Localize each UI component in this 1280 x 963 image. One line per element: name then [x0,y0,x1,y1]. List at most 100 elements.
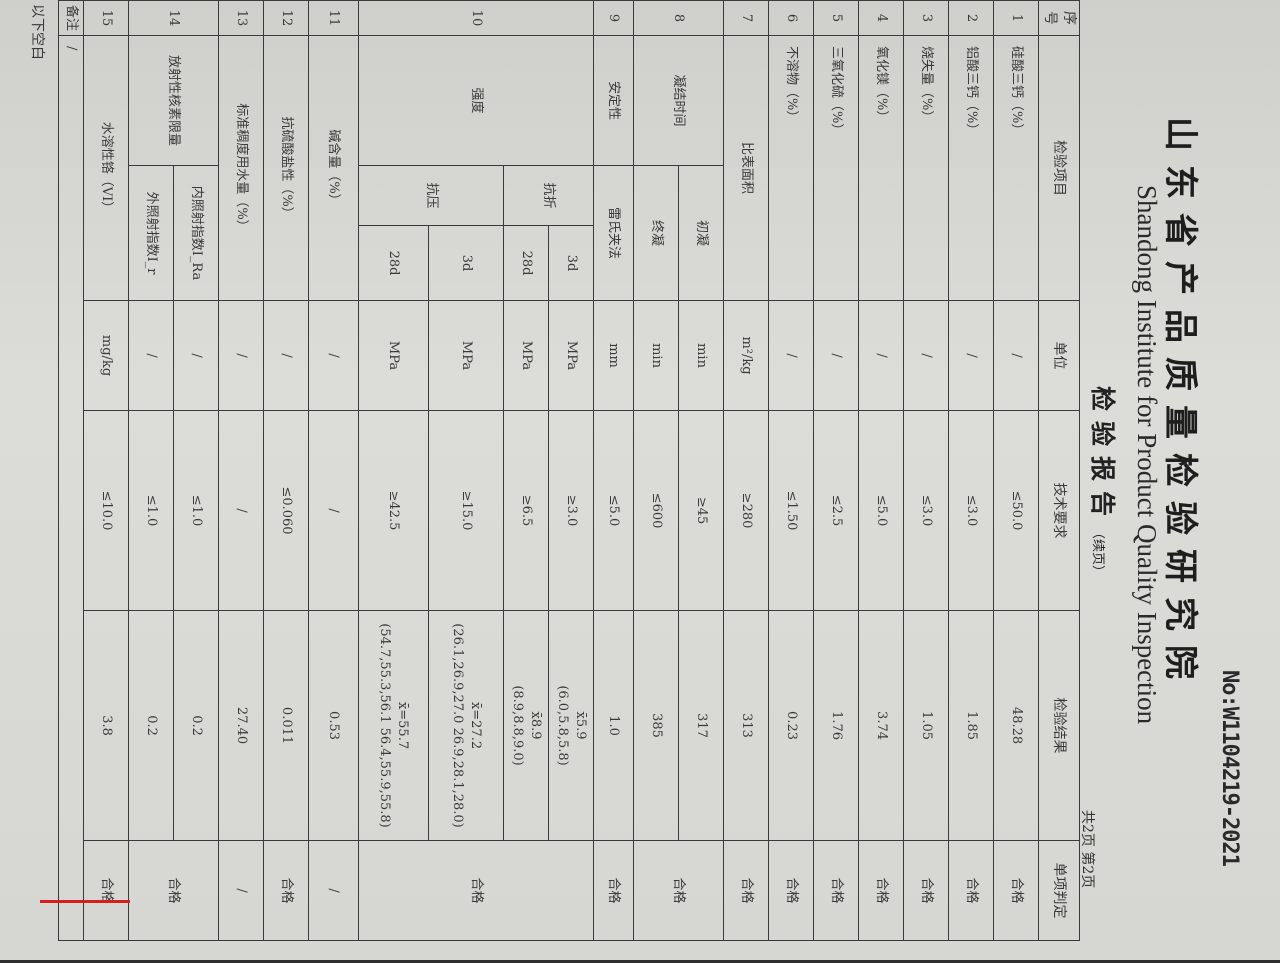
table-row: 4 氧化镁（%） / ≤5.0 3.74 合格 [858,0,904,941]
row-unit: / [903,300,949,411]
row-no: 4 [858,0,904,36]
row-unit: m²/kg [723,300,769,411]
table-row: 10 强度 抗折 3d MPa ≥3.0 x̄5.9 (6.0,5.8,5.8) 合格 [358,0,594,941]
row-result: 1.85 [948,610,994,841]
table-row: 12 抗硫酸盐性（%） / ≤0.060 0.011 合格 [263,0,309,941]
row-verdict: 合格 [903,840,949,941]
row-requirement: ≤1.0 [173,410,219,611]
row-result: x̄=55.7 (54.7,55.3,56.1 56.4,55.9,55.8) [358,610,429,841]
row-subitem: 内照射指数I_Ra [173,165,219,301]
table-row: 15 水溶性铬（VI） mg/kg ≤10.0 3.8 合格 [83,0,129,941]
row-unit: / [993,300,1039,411]
remark-value: / [58,35,84,941]
row-age: 28d [358,225,429,301]
row-verdict: / [308,840,359,941]
row-verdict: 合格 [723,840,769,941]
row-verdict: 合格 [633,840,724,941]
table-row: 7 比表面积 m²/kg ≥280 313 合格 [723,0,769,941]
row-no: 5 [813,0,859,36]
row-requirement: ≤50.0 [993,410,1039,611]
header-verdict: 单项判定 [1038,840,1080,941]
row-item: 水溶性铬（VI） [83,35,129,301]
row-result: 0.2 [128,610,174,841]
row-no: 10 [358,0,594,36]
row-result: x̄5.9 (6.0,5.8,5.8) [548,610,594,841]
row-result: 385 [633,610,679,841]
result-mean: x̄8.9 [527,711,543,740]
row-unit: MPa [428,300,504,411]
result-values: (54.7,55.3,56.1 56.4,55.9,55.8) [377,623,393,828]
row-unit: min [633,300,679,411]
table-row: 9 安定性 雷氏夹法 mm ≤5.0 1.0 合格 [593,0,634,941]
row-result: x̄8.9 (8.9,8.8,9.0) [503,610,549,841]
row-item: 标准稠度用水量（%） [218,35,264,301]
table-row: 3 烧失量（%） / ≤3.0 1.05 合格 [903,0,949,941]
row-requirement: ≤5.0 [593,410,634,611]
row-unit: / [218,300,264,411]
red-stamp-fragment [40,900,130,963]
row-requirement: ≤2.5 [813,410,859,611]
row-group: 抗压 [358,165,504,226]
row-requirement: ≥45 [678,410,724,611]
row-result: 1.0 [593,610,634,841]
row-requirement: ≤600 [633,410,679,611]
institute-title-en: Shandong Institute for Product Quality I… [1132,185,1162,725]
table-row: 2 铝酸三钙（%） / ≤3.0 1.85 合格 [948,0,994,941]
row-verdict: 合格 [813,840,859,941]
table-row: 1 硅酸三钙（%） / ≤50.0 48.28 合格 [993,0,1039,941]
row-verdict: 合格 [358,840,594,941]
row-age: 3d [428,225,504,301]
result-mean: x̄=55.7 [395,701,411,750]
row-result: 0.2 [173,610,219,841]
row-subitem: 初凝 [678,165,724,301]
continuation-label: （续页） [1090,526,1105,579]
row-unit: MPa [358,300,429,411]
row-item: 安定性 [593,35,634,166]
row-requirement: ≤1.50 [768,410,814,611]
inspection-results-table: 序号 检验项目 单位 技术要求 检验结果 单项判定 1 硅酸三钙（%） / ≤50.0… [58,0,1080,941]
row-requirement: ≤10.0 [83,410,129,611]
row-no: 14 [128,0,219,36]
row-verdict: / [218,840,264,941]
row-age: 3d [548,225,594,301]
row-requirement: ≥15.0 [428,410,504,611]
row-result: 1.05 [903,610,949,841]
header-unit: 单位 [1038,300,1080,411]
row-no: 3 [903,0,949,36]
remark-row: 备注 / [58,0,84,941]
row-unit: mm [593,300,634,411]
row-item: 强度 [358,35,594,166]
row-requirement: ≥3.0 [548,410,594,611]
row-unit: MPa [503,300,549,411]
row-no: 2 [948,0,994,36]
row-result: 317 [678,610,724,841]
row-unit: / [948,300,994,411]
table-row: 5 三氧化硫（%） / ≤2.5 1.76 合格 [813,0,859,941]
row-requirement: ≤5.0 [858,410,904,611]
row-no: 1 [993,0,1039,36]
row-unit: / [173,300,219,411]
header-requirement: 技术要求 [1038,410,1080,611]
row-item: 不溶物（%） [768,35,814,301]
row-item: 比表面积 [723,35,769,301]
row-verdict: 合格 [128,840,219,941]
row-item: 硅酸三钙（%） [993,35,1039,301]
row-age: 28d [503,225,549,301]
row-requirement: ≥280 [723,410,769,611]
row-result: 48.28 [993,610,1039,841]
row-item: 抗硫酸盐性（%） [263,35,309,301]
row-no: 8 [633,0,724,36]
header-item: 检验项目 [1038,35,1080,301]
row-no: 11 [308,0,359,36]
row-item: 放射性核素限量 [128,35,219,166]
result-mean: x̄=27.2 [467,701,483,750]
row-result: 1.76 [813,610,859,841]
report-number: No:W1104219-2021 [1217,670,1242,866]
row-no: 6 [768,0,814,36]
row-item: 氧化镁（%） [858,35,904,301]
row-item: 凝结时间 [633,35,724,166]
row-unit: min [678,300,724,411]
row-result: 0.53 [308,610,359,841]
result-values: (6.0,5.8,5.8) [555,685,570,766]
row-requirement: ≤3.0 [948,410,994,611]
